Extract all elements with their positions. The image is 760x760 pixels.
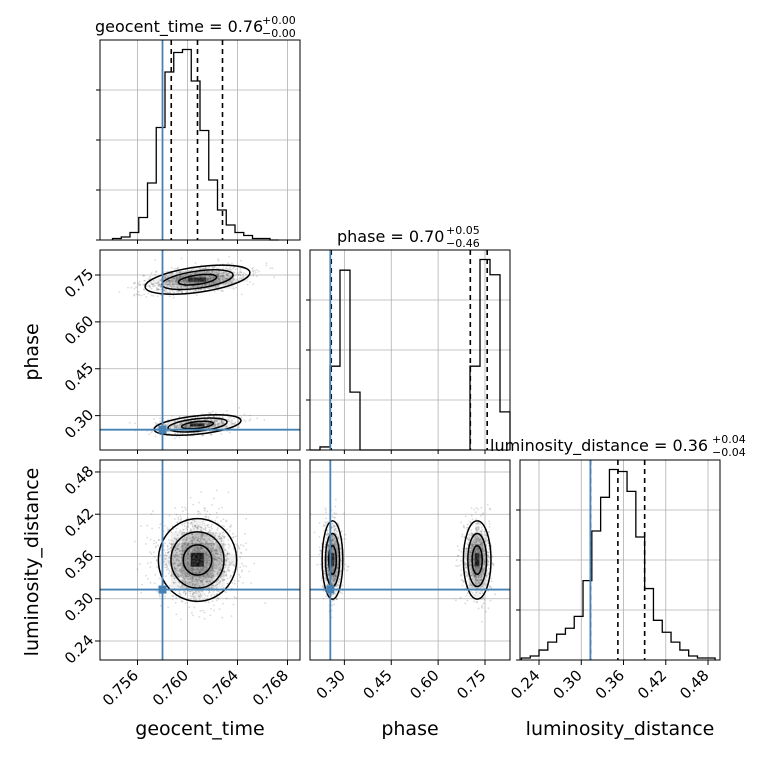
scatter-panel-phase-vs-luminosity-distance: [309, 459, 511, 661]
title-geocent-time: geocent_time = 0.76: [95, 17, 263, 37]
xtick-label: 0.760: [149, 666, 192, 709]
hist-panel-luminosity-distance: [516, 459, 721, 661]
density-core: [190, 552, 204, 567]
hist-panel-geocent-time: [96, 39, 301, 241]
panel-frame: [99, 459, 301, 661]
xlabel-geocent-time: geocent_time: [135, 718, 264, 740]
ytick-label: 0.45: [61, 359, 97, 395]
density-core: [188, 277, 206, 282]
panel-frame: [99, 249, 301, 451]
scatter-panel-geocent-time-vs-luminosity-distance: [99, 459, 301, 661]
contour-2: [180, 420, 215, 430]
xtick-label: 0.60: [406, 666, 442, 702]
xtick-label: 0.45: [359, 666, 395, 702]
title-geocent-time-minus: −0.00: [262, 27, 296, 40]
title-luminosity-distance-plus: +0.04: [712, 433, 746, 446]
ytick-label: 0.60: [61, 312, 97, 348]
truth-marker: [326, 585, 335, 594]
title-geocent-time-plus: +0.00: [262, 14, 296, 27]
contour-0: [144, 264, 251, 295]
ytick-label: 0.30: [61, 589, 97, 625]
density-core: [474, 553, 480, 567]
panels-layer: 0.756 0.760 0.764 0.768 0.30 0.45 0.60 0.75 0.24…: [61, 39, 721, 709]
xtick-label: 0.768: [249, 666, 292, 709]
xtick-label: 0.30: [313, 666, 349, 702]
xtick-label: 0.24: [507, 666, 543, 702]
ytick-label: 0.24: [61, 631, 97, 667]
density-core: [330, 553, 335, 567]
contour-1: [167, 417, 228, 433]
contour-0: [157, 517, 238, 603]
ylabel-phase: phase: [21, 323, 43, 380]
hist-step-geocent-time: [111, 48, 279, 241]
truth-marker: [158, 585, 167, 594]
title-phase: phase = 0.70: [337, 227, 444, 246]
xlabel-luminosity-distance: luminosity_distance: [526, 718, 715, 740]
title-luminosity-distance-minus: −0.04: [712, 446, 746, 459]
hist-step-phase: [310, 258, 511, 451]
panel-frame: [309, 459, 511, 661]
xtick-label: 0.764: [199, 666, 242, 709]
xtick-label: 0.48: [676, 666, 712, 702]
title-luminosity-distance: luminosity_distance = 0.36: [490, 436, 708, 456]
ytick-label: 0.30: [61, 406, 97, 442]
xtick-label: 0.36: [592, 666, 628, 702]
contour-2: [327, 544, 338, 576]
xtick-label: 0.30: [550, 666, 586, 702]
ytick-label: 0.75: [61, 265, 97, 301]
xtick-label: 0.42: [634, 666, 670, 702]
contour-1: [467, 532, 488, 588]
contour-2: [182, 544, 213, 576]
density-core: [189, 423, 205, 427]
hist-panel-phase: [306, 249, 511, 451]
ylabel-luminosity-distance: luminosity_distance: [21, 468, 43, 657]
xtick-label: 0.756: [99, 666, 142, 709]
contour-2: [177, 273, 218, 286]
contour-1: [170, 531, 225, 589]
title-phase-plus: +0.05: [446, 224, 480, 237]
xtick-label: 0.75: [453, 666, 489, 702]
contour-0: [462, 520, 492, 600]
xlabel-phase: phase: [381, 718, 438, 740]
contour-0: [321, 520, 344, 600]
ytick-label: 0.48: [61, 462, 97, 498]
title-phase-minus: −0.46: [446, 237, 480, 250]
ytick-label: 0.42: [61, 504, 97, 540]
scatter-panel-geocent-time-vs-phase: [99, 249, 301, 451]
ytick-label: 0.36: [61, 547, 97, 583]
contour-2: [471, 544, 483, 576]
truth-marker: [158, 425, 167, 434]
